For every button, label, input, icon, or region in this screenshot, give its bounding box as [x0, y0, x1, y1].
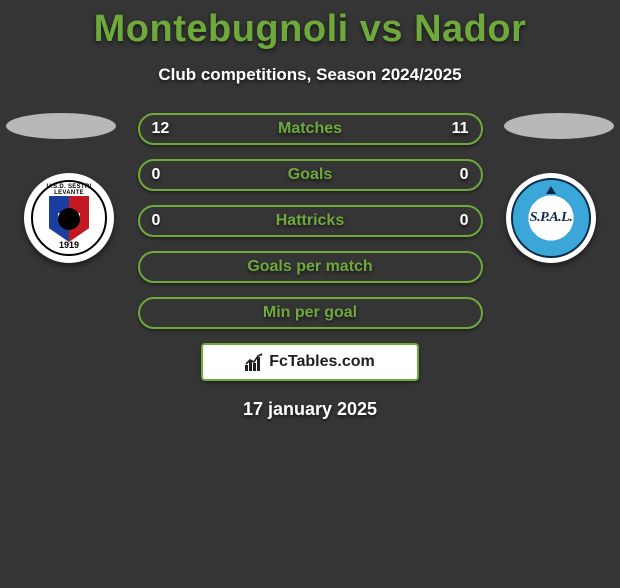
stat-label: Hattricks — [276, 212, 344, 230]
stat-row-matches: 12 Matches 11 — [138, 113, 483, 145]
bar-chart-icon — [245, 353, 265, 371]
spal-crest: S.P.A.L. — [511, 178, 591, 258]
crest-ring-text: U.S.D. SESTRI LEVANTE — [33, 184, 105, 196]
stat-left-value: 0 — [152, 166, 161, 184]
date-line: 17 january 2025 — [0, 399, 620, 420]
stat-left-value: 0 — [152, 212, 161, 230]
stat-row-goals: 0 Goals 0 — [138, 159, 483, 191]
player-marker-left — [6, 113, 116, 139]
player-marker-right — [504, 113, 614, 139]
stat-right-value: 0 — [460, 212, 469, 230]
crest-shield — [49, 196, 89, 242]
stat-label: Matches — [278, 120, 342, 138]
stat-label: Goals per match — [247, 258, 372, 276]
stat-label: Min per goal — [263, 304, 357, 322]
stat-row-gpm: Goals per match — [138, 251, 483, 283]
spal-crest-text: S.P.A.L. — [530, 210, 572, 226]
stat-left-value: 12 — [152, 120, 170, 138]
sestri-crest: U.S.D. SESTRI LEVANTE 1919 — [31, 180, 107, 256]
stat-right-value: 0 — [460, 166, 469, 184]
stat-row-mpg: Min per goal — [138, 297, 483, 329]
team-badge-left: U.S.D. SESTRI LEVANTE 1919 — [24, 173, 114, 263]
comparison-stage: U.S.D. SESTRI LEVANTE 1919 S.P.A.L. 12 M… — [0, 113, 620, 420]
stat-right-value: 11 — [452, 120, 469, 138]
brand-box: FcTables.com — [201, 343, 419, 381]
stats-rows: 12 Matches 11 0 Goals 0 0 Hattricks 0 Go… — [138, 113, 483, 329]
stat-row-hattricks: 0 Hattricks 0 — [138, 205, 483, 237]
stat-label: Goals — [288, 166, 332, 184]
crest-year: 1919 — [33, 240, 105, 250]
subtitle: Club competitions, Season 2024/2025 — [0, 65, 620, 85]
team-badge-right: S.P.A.L. — [506, 173, 596, 263]
page-title: Montebugnoli vs Nador — [0, 8, 620, 51]
brand-text: FcTables.com — [269, 353, 375, 371]
